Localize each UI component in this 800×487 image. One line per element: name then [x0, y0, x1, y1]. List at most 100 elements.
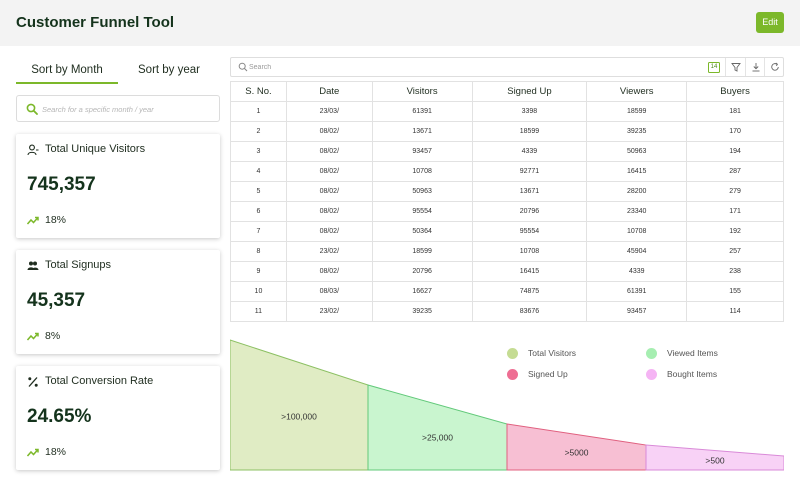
table-cell: 08/02/: [285, 221, 373, 242]
table-row[interactable]: 1 23/03/61391 3398 18599 181: [230, 101, 784, 122]
column-header-buyers[interactable]: Buyers: [686, 81, 784, 102]
legend-swatch: [507, 348, 518, 359]
badge-count: 14: [710, 64, 718, 70]
table-cell: 4339: [586, 261, 688, 282]
table-cell: 61391: [586, 281, 688, 302]
table-search-input[interactable]: [249, 60, 549, 74]
column-header-visitors[interactable]: Visitors: [371, 81, 473, 102]
table-cell: 4339: [471, 141, 588, 162]
card-trend: 8%: [45, 330, 61, 342]
table-header-row: S. No. Date Visitors Signed Up Viewers B…: [230, 81, 784, 102]
legend-label: Signed Up: [528, 369, 568, 379]
table-cell: 10: [230, 281, 287, 302]
users-add-icon: [27, 261, 39, 270]
table-cell: 08/02/: [285, 121, 373, 142]
table-cell: 287: [686, 161, 784, 182]
table-cell: 23/02/: [285, 301, 373, 322]
tab-sort-by-month[interactable]: Sort by Month: [16, 58, 118, 84]
month-search-input[interactable]: [42, 101, 214, 117]
table-cell: 50963: [586, 141, 688, 162]
trending-up-icon: [27, 448, 39, 457]
table-cell: 170: [686, 121, 784, 142]
card-value: 45,357: [27, 290, 86, 311]
table-row[interactable]: 2 08/02/13671 18599 39235 170: [230, 121, 784, 142]
table-cell: 08/02/: [285, 161, 373, 182]
card-total-signups: Total Signups 45,357 8%: [16, 250, 220, 354]
column-header-date[interactable]: Date: [285, 81, 373, 102]
table-cell: 95554: [471, 221, 588, 242]
table-cell: 2: [230, 121, 287, 142]
table-cell: 18599: [586, 101, 688, 122]
trending-up-icon: [27, 332, 39, 341]
table-cell: 7: [230, 221, 287, 242]
table-cell: 16415: [471, 261, 588, 282]
table-cell: 92771: [471, 161, 588, 182]
app-header: Customer Funnel Tool Edit: [0, 0, 800, 46]
legend-label: Total Visitors: [528, 348, 577, 358]
funnel-segment-label: >25,000: [422, 432, 453, 442]
table-cell: 23340: [586, 201, 688, 222]
table-cell: 93457: [371, 141, 473, 162]
legend-swatch: [646, 369, 657, 380]
column-header-sno[interactable]: S. No.: [230, 81, 287, 102]
table-cell: 11: [230, 301, 287, 322]
table-cell: 114: [686, 301, 784, 322]
column-header-viewers[interactable]: Viewers: [586, 81, 688, 102]
table-cell: 08/03/: [285, 281, 373, 302]
funnel-segment-label: >500: [705, 455, 724, 465]
refresh-button[interactable]: [764, 58, 784, 76]
table-row[interactable]: 10 08/03/16627 74875 61391 155: [230, 281, 784, 302]
table-cell: 18599: [371, 241, 473, 262]
table-cell: 8: [230, 241, 287, 262]
funnel-segment-1: [230, 339, 369, 471]
funnel-chart: >100,000 >25,000 >5000 >500: [230, 339, 784, 471]
app-title: Customer Funnel Tool: [16, 14, 175, 31]
funnel-segment-label: >5000: [565, 447, 589, 457]
table-cell: 39235: [371, 301, 473, 322]
table-cell: 3: [230, 141, 287, 162]
tab-sort-by-year[interactable]: Sort by year: [138, 64, 200, 76]
column-header-signed-up[interactable]: Signed Up: [471, 81, 588, 102]
sort-tabs: Sort by Month Sort by year: [16, 58, 220, 84]
table-row[interactable]: 3 08/02/93457 4339 50963 194: [230, 141, 784, 162]
table-cell: 23/02/: [285, 241, 373, 262]
legend-swatch: [646, 348, 657, 359]
download-button[interactable]: [745, 58, 765, 76]
table-cell: 50364: [371, 221, 473, 242]
card-trend: 18%: [45, 446, 67, 458]
card-trend: 18%: [45, 214, 67, 226]
table-row[interactable]: 5 08/02/50963 13671 28200 279: [230, 181, 784, 202]
card-value: 745,357: [27, 174, 96, 195]
table-cell: 18599: [471, 121, 588, 142]
table-cell: 4: [230, 161, 287, 182]
calendar-badge-icon: [708, 62, 720, 73]
table-cell: 279: [686, 181, 784, 202]
badge-button[interactable]: 14: [703, 58, 723, 76]
funnel-data-table: S. No. Date Visitors Signed Up Viewers B…: [230, 81, 784, 322]
card-total-unique-visitors: Total Unique Visitors 745,357 18%: [16, 134, 220, 238]
filter-button[interactable]: [725, 58, 745, 76]
table-cell: 13671: [371, 121, 473, 142]
table-cell: 192: [686, 221, 784, 242]
funnel-segment-label: >100,000: [281, 411, 317, 421]
table-cell: 181: [686, 101, 784, 122]
table-cell: 28200: [586, 181, 688, 202]
table-row[interactable]: 7 08/02/50364 95554 10708 192: [230, 221, 784, 242]
table-row[interactable]: 9 08/02/20796 16415 4339 238: [230, 261, 784, 282]
table-cell: 95554: [371, 201, 473, 222]
table-row[interactable]: 6 08/02/95554 20796 23340 171: [230, 201, 784, 222]
table-cell: 5: [230, 181, 287, 202]
table-row[interactable]: 4 08/02/10708 92771 16415 287: [230, 161, 784, 182]
table-cell: 20796: [471, 201, 588, 222]
table-row[interactable]: 8 23/02/18599 10708 45904 257: [230, 241, 784, 262]
refresh-icon: [771, 62, 779, 71]
funnel-segment-4: [645, 444, 784, 471]
table-cell: 45904: [586, 241, 688, 262]
legend-label: Viewed Items: [667, 348, 718, 358]
legend-swatch: [507, 369, 518, 380]
user-icon: [27, 144, 39, 156]
table-cell: 9: [230, 261, 287, 282]
table-row[interactable]: 11 23/02/39235 83676 93457 114: [230, 301, 784, 322]
edit-button[interactable]: Edit: [756, 12, 784, 33]
card-title: Total Unique Visitors: [45, 143, 146, 155]
